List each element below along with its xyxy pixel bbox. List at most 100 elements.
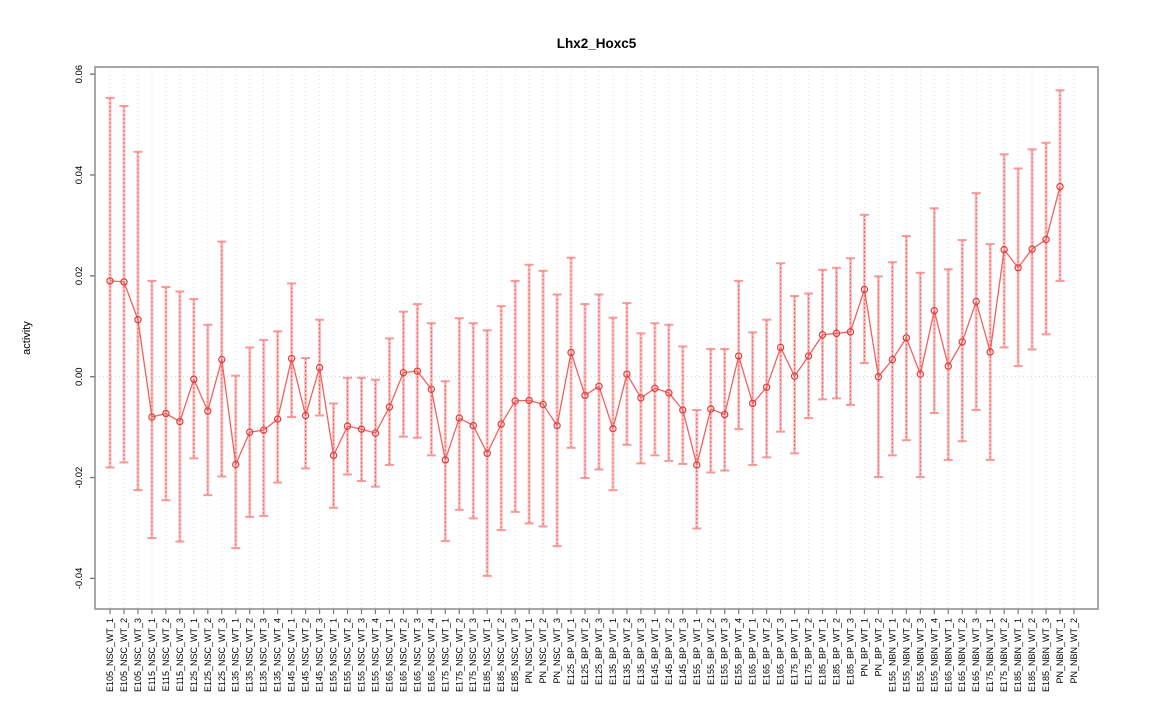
error-bar [412, 303, 422, 439]
x-tick-label: E155_NBN_WT_3 [915, 618, 925, 692]
data-point [693, 461, 701, 469]
x-tick-label: E155_NSC_WT_3 [356, 618, 366, 692]
x-tick-label: E185_NBN_WT_3 [1041, 618, 1051, 692]
series-line-segment [626, 373, 642, 399]
series-line-segment [207, 359, 223, 412]
error-bar [259, 338, 269, 517]
x-tick-label: E185_BP_WT_2 [831, 618, 841, 685]
error-bar [650, 322, 660, 457]
error-bar [622, 302, 632, 446]
series-line-segment [696, 408, 712, 466]
data-point [525, 396, 533, 405]
data-point [567, 348, 575, 357]
data-point [874, 373, 883, 381]
x-tick-label: E155_BP_WT_1 [692, 618, 702, 685]
series-line-segment [1017, 248, 1033, 269]
data-point [707, 405, 715, 413]
data-point [1056, 182, 1064, 191]
data-point [385, 403, 394, 411]
series-line-segment [1045, 186, 1061, 240]
series-line-segment [682, 409, 698, 466]
error-bar [915, 271, 925, 479]
data-point [539, 400, 547, 409]
series-line-segment [430, 389, 446, 461]
series-line-segment [794, 355, 810, 377]
x-tick-label: E145_BP_WT_3 [678, 618, 688, 685]
x-tick-label: E165_NSC_WT_2 [398, 618, 408, 692]
data-point [860, 285, 869, 294]
data-point [888, 355, 897, 364]
series-line-segment [961, 301, 977, 343]
data-point [497, 420, 505, 428]
data-point [846, 328, 855, 336]
x-tick-label: E165_BP_WT_2 [762, 618, 772, 685]
series-line-segment [221, 359, 237, 465]
x-tick-label: E185_NSC_WT_3 [510, 618, 520, 692]
x-tick-label: E135_BP_WT_1 [608, 618, 618, 685]
series-line-segment [947, 341, 963, 367]
data-point [427, 385, 436, 394]
series-line-segment [361, 428, 376, 434]
x-tick-label: E115_NSC_WT_2 [161, 618, 171, 691]
error-bar [510, 279, 520, 513]
x-tick-label: E145_BP_WT_1 [650, 618, 660, 685]
data-point [637, 394, 645, 402]
series-line-segment [472, 425, 488, 454]
x-tick-label: E175_NSC_WT_3 [468, 618, 478, 692]
x-tick-label: E165_NBN_WT_2 [957, 618, 967, 692]
data-point [511, 397, 519, 405]
data-point [595, 382, 603, 390]
x-tick-label: E175_NSC_WT_2 [454, 618, 464, 692]
data-point [958, 338, 966, 346]
x-tick-label: E135_NSC_WT_1 [231, 618, 241, 692]
x-tick-label: E165_NSC_WT_3 [412, 618, 422, 692]
data-point [1028, 245, 1036, 253]
x-tick-label: E175_NBN_WT_1 [985, 618, 995, 692]
y-tick-label: -0.04 [74, 568, 85, 590]
data-point [1000, 245, 1008, 254]
series-line-segment [933, 310, 949, 367]
data-point [818, 331, 827, 339]
x-tick-label: E155_NBN_WT_1 [887, 618, 897, 692]
error-bar [734, 279, 744, 431]
x-tick-label: E165_BP_WT_1 [748, 618, 758, 685]
series-line-segment [486, 423, 502, 454]
error-bar [636, 332, 646, 465]
series-line-segment [179, 379, 195, 422]
x-tick-label: PN_NBN_WT_2 [1069, 618, 1079, 684]
data-point [665, 389, 673, 397]
x-tick-label: PN_NBN_WT_1 [1055, 618, 1065, 684]
error-bar [859, 213, 869, 365]
series-line-segment [151, 412, 167, 418]
series-line-segment [710, 408, 725, 416]
error-bar [720, 347, 730, 472]
data-point [343, 422, 352, 430]
series-line-segment [165, 412, 181, 423]
data-point [902, 334, 911, 342]
x-tick-label: E135_NSC_WT_3 [259, 618, 269, 692]
data-point [259, 426, 268, 434]
series-line-segment [780, 347, 796, 377]
error-bar [147, 279, 157, 540]
data-point [623, 370, 631, 378]
error-bar [1055, 89, 1065, 282]
error-bar [105, 96, 115, 469]
error-bar [384, 337, 394, 466]
x-tick-label: E145_NSC_WT_3 [315, 618, 325, 692]
series-line-segment [123, 281, 139, 320]
series-line-segment [1003, 249, 1019, 269]
data-point [287, 354, 296, 363]
series-line-segment [193, 378, 209, 412]
x-tick-label: E175_NBN_WT_2 [999, 618, 1009, 692]
data-point [986, 348, 994, 356]
x-tick-label: E165_NSC_WT_1 [384, 618, 394, 692]
series-line-segment [500, 400, 516, 425]
series-line-segment [598, 386, 614, 429]
data-point [734, 352, 743, 360]
x-tick-label: E125_NSC_WT_1 [189, 618, 199, 692]
series-line-segment [444, 417, 460, 461]
data-point [483, 449, 491, 458]
error-bar [594, 293, 604, 471]
series-line-segment [403, 370, 418, 374]
